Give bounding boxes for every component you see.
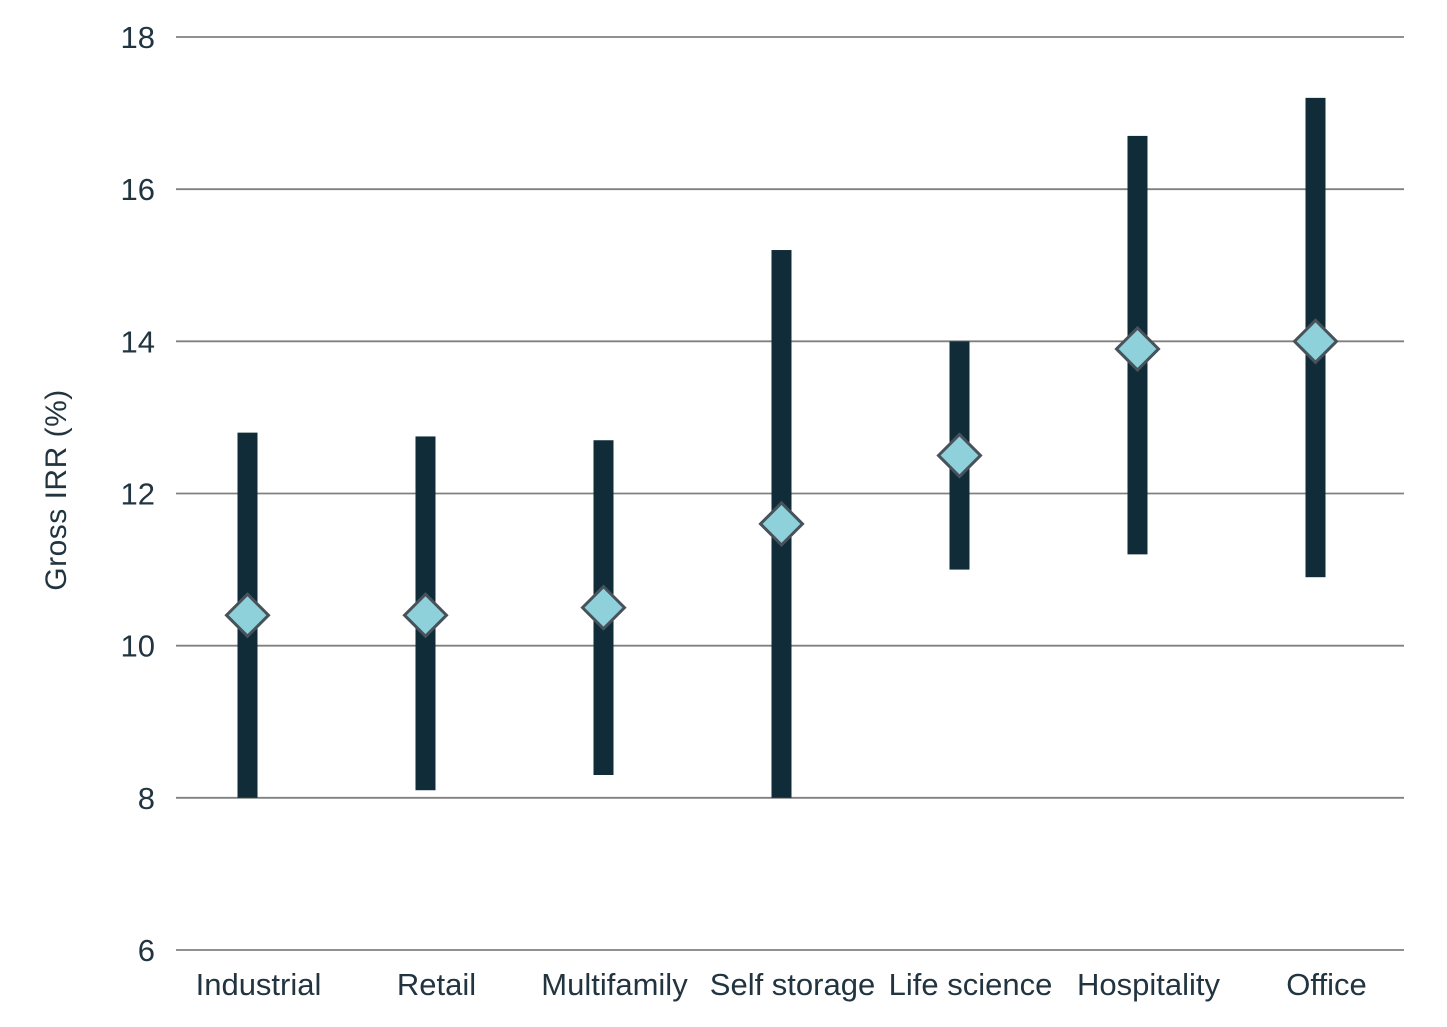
category-label-office: Office [1286, 967, 1366, 1002]
category-label-hospitality: Hospitality [1077, 967, 1220, 1002]
y-tick-label-10: 10 [121, 629, 155, 664]
category-label-industrial: Industrial [196, 967, 322, 1002]
y-tick-label-14: 14 [121, 324, 155, 359]
category-label-retail: Retail [397, 967, 476, 1002]
category-label-life-science: Life science [889, 967, 1053, 1002]
midpoint-marker-self-storage [758, 500, 805, 548]
midpoint-marker-retail [402, 592, 449, 639]
category-label-multifamily: Multifamily [541, 967, 688, 1002]
midpoint-marker-industrial [224, 592, 271, 639]
y-tick-label-18: 18 [121, 20, 155, 55]
y-tick-label-8: 8 [138, 781, 155, 816]
y-tick-label-6: 6 [138, 933, 155, 968]
y-axis-label: Gross IRR (%) [40, 389, 73, 591]
y-tick-label-16: 16 [121, 172, 155, 207]
midpoint-marker-life-science [936, 432, 983, 479]
y-tick-label-12: 12 [121, 477, 155, 512]
midpoint-marker-hospitality [1114, 325, 1161, 373]
category-label-self-storage: Self storage [710, 967, 875, 1002]
midpoint-marker-office [1292, 318, 1339, 365]
midpoint-marker-multifamily [580, 584, 627, 631]
